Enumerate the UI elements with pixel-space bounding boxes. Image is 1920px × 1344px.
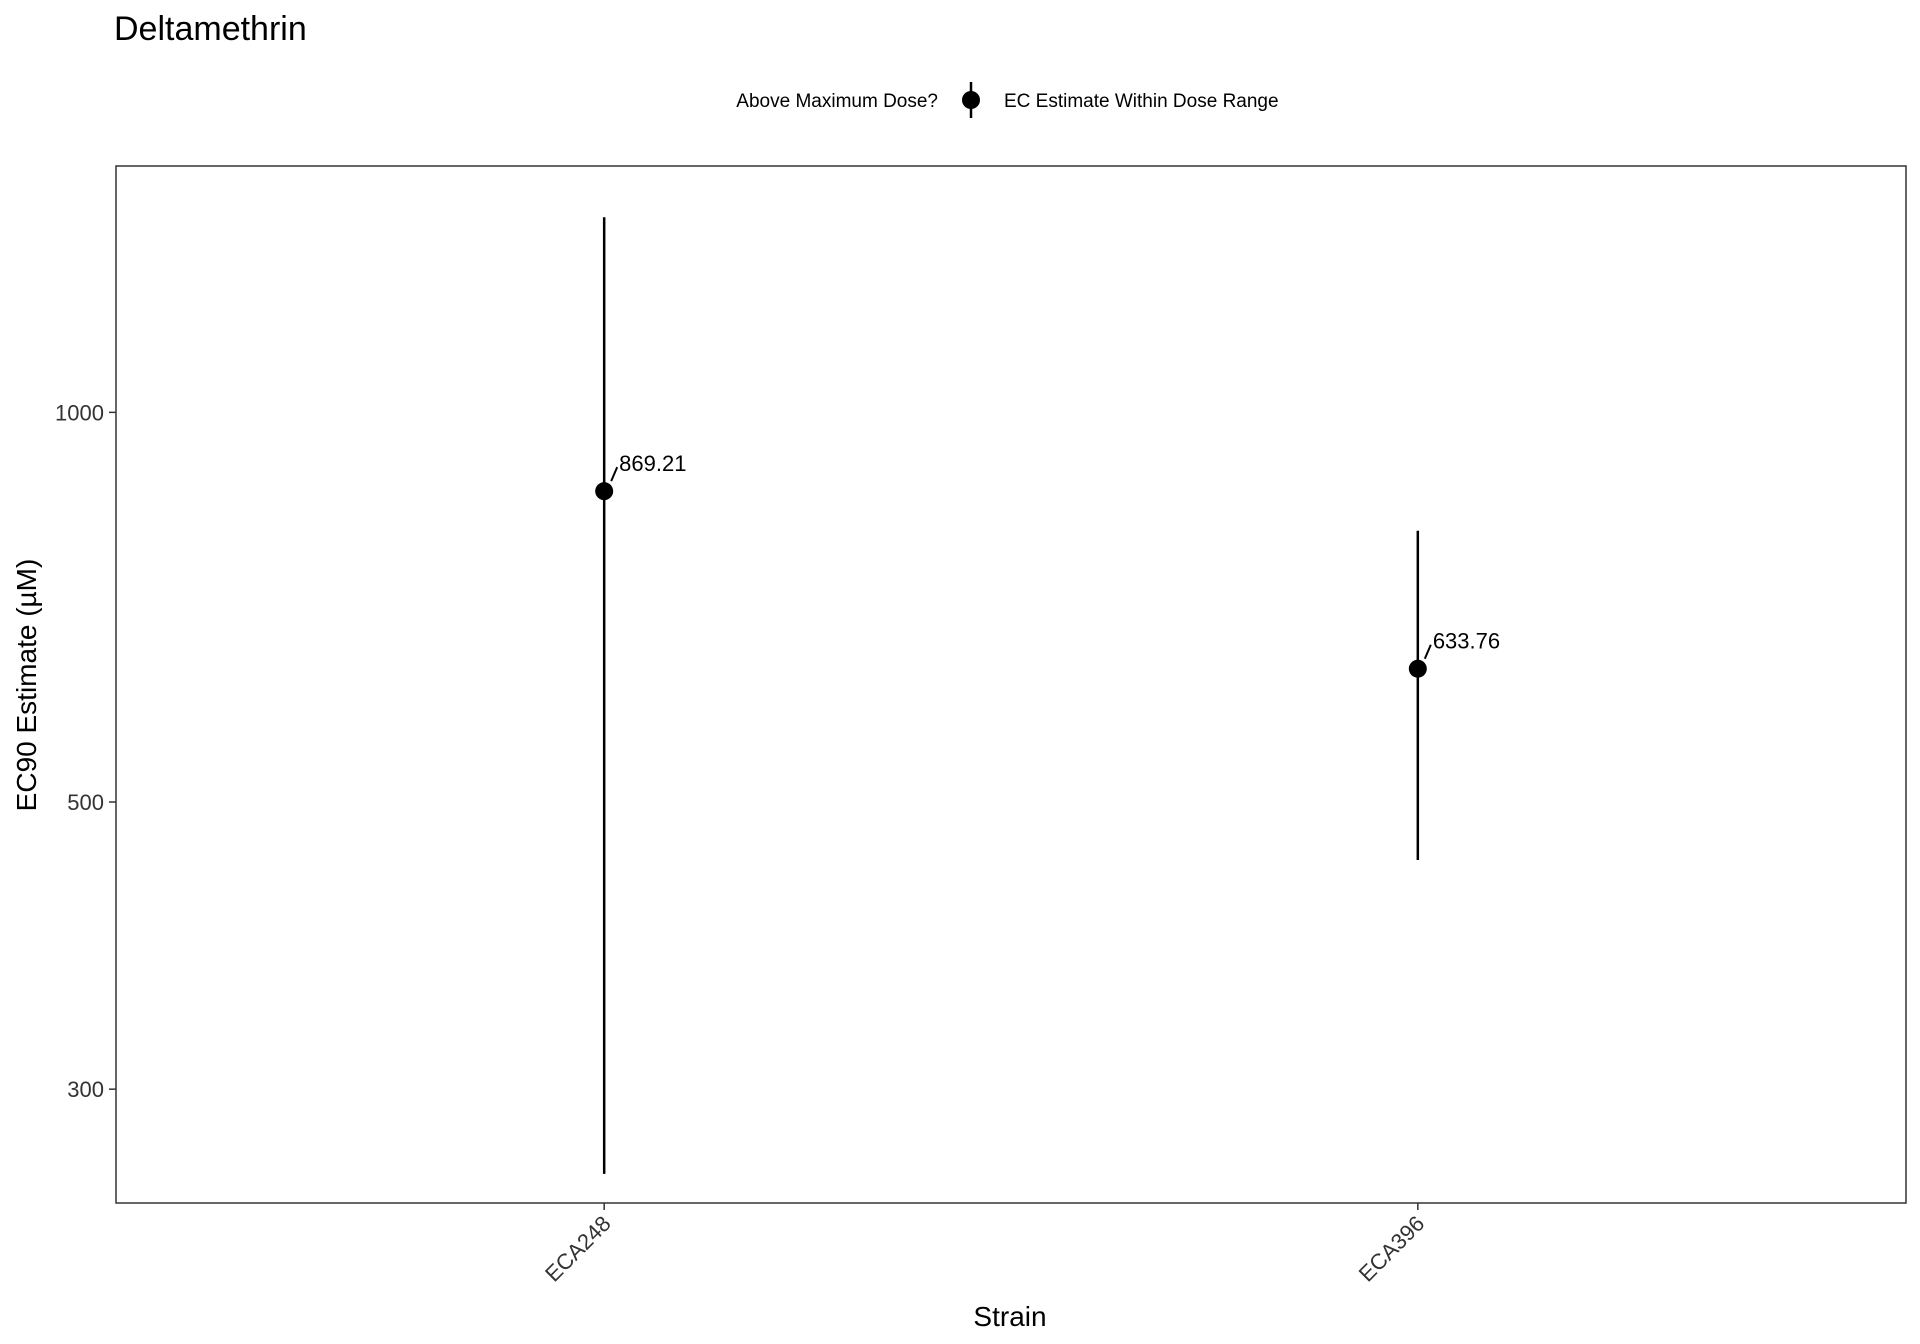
y-axis-title: EC90 Estimate (µM) (11, 559, 42, 812)
legend-point-key (962, 91, 980, 109)
data-point (1408, 659, 1427, 678)
x-tick-label: ECA248 (540, 1211, 616, 1287)
chart-title: Deltamethrin (114, 10, 307, 48)
data-point (595, 482, 614, 501)
y-tick-label: 300 (67, 1077, 104, 1102)
legend-title: Above Maximum Dose? (736, 91, 938, 112)
data-marks: 869.21 633.76 (595, 217, 1500, 1174)
legend: Above Maximum Dose? EC Estimate Within D… (736, 82, 1279, 118)
data-label: 869.21 (619, 451, 686, 476)
y-tick-label: 1000 (55, 400, 104, 425)
label-leader-line (1423, 644, 1432, 660)
x-tick-label: ECA396 (1354, 1211, 1430, 1287)
legend-entry: EC Estimate Within Dose Range (1004, 91, 1279, 112)
data-label: 633.76 (1433, 629, 1500, 654)
plot-panel (115, 165, 1907, 1204)
x-axis: ECA248 ECA396 (540, 1203, 1429, 1286)
y-tick-label: 500 (67, 790, 104, 815)
x-axis-title: Strain (973, 1301, 1046, 1332)
label-leader-line (610, 466, 619, 482)
y-axis: 300 500 1000 (55, 400, 116, 1102)
